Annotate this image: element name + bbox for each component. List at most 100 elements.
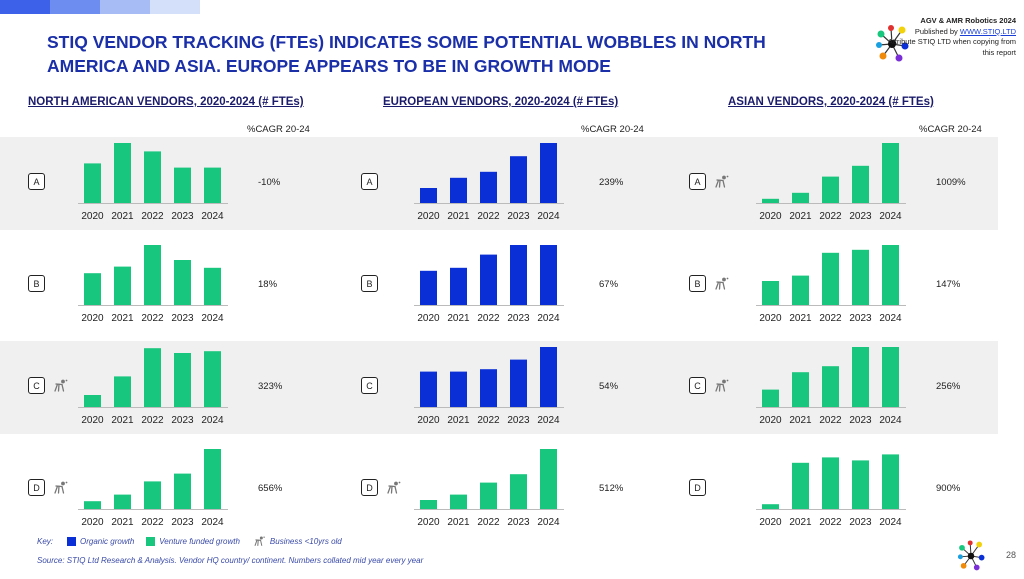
vendor-label-asia-d: D — [689, 479, 706, 496]
x-tick-label: 2021 — [789, 517, 812, 528]
cagr-value-europe-b: 67% — [599, 279, 619, 290]
cagr-value-north-america-b: 18% — [258, 279, 278, 290]
bar-2023 — [852, 249, 869, 305]
bar-2021 — [792, 372, 809, 407]
bar-chart-asia-b: 2020 2021 2022 2023 2024 — [756, 245, 906, 324]
bar-2021 — [450, 267, 467, 305]
vendor-label-north-america-d: D — [28, 479, 45, 496]
x-tick-label: 2023 — [849, 517, 872, 528]
bar-2024 — [882, 347, 899, 407]
bar-2021 — [114, 143, 131, 203]
x-tick-label: 2023 — [507, 415, 530, 426]
bar-2020 — [762, 504, 779, 509]
bar-2021 — [792, 462, 809, 509]
bar-2023 — [510, 245, 527, 305]
bar-2022 — [822, 366, 839, 407]
bar-2024 — [540, 347, 557, 407]
x-tick-label: 2023 — [849, 211, 872, 222]
x-tick-label: 2021 — [447, 517, 470, 528]
publisher-title: AGV & AMR Robotics 2024 — [920, 16, 1016, 25]
bar-chart-asia-c: 2020 2021 2022 2023 2024 — [756, 347, 906, 426]
vendor-label-europe-a: A — [361, 173, 378, 190]
x-tick-label: 2023 — [849, 313, 872, 324]
x-tick-label: 2024 — [537, 313, 560, 324]
x-tick-label: 2020 — [81, 313, 104, 324]
bar-2023 — [510, 359, 527, 407]
bar-2024 — [540, 245, 557, 305]
x-tick-label: 2021 — [789, 415, 812, 426]
cagr-value-europe-d: 512% — [599, 483, 624, 494]
x-tick-label: 2024 — [879, 415, 902, 426]
x-tick-label: 2023 — [171, 517, 194, 528]
bar-chart-north-america-b: 2020 2021 2022 2023 2024 — [78, 245, 228, 324]
bar-2024 — [204, 351, 221, 407]
legend-young-label: Business <10yrs old — [269, 537, 342, 546]
runner-icon — [54, 379, 68, 392]
x-tick-label: 2022 — [819, 211, 842, 222]
x-tick-label: 2024 — [879, 517, 902, 528]
bar-2020 — [420, 270, 437, 305]
published-by-label: Published by — [914, 26, 958, 36]
x-tick-label: 2022 — [477, 313, 500, 324]
published-by-line: Published by WWW.STIQ.LTD — [880, 27, 1016, 38]
x-tick-label: 2021 — [447, 415, 470, 426]
publisher-info: AGV & AMR Robotics 2024 Published by WWW… — [880, 16, 1016, 58]
x-tick-label: 2022 — [819, 313, 842, 324]
attribution-text: Attribute STIQ LTD when copying from thi… — [887, 37, 1016, 57]
strip-segment — [150, 0, 200, 14]
bar-2022 — [144, 348, 161, 407]
publisher-link[interactable]: WWW.STIQ.LTD — [959, 26, 1016, 36]
bar-2023 — [852, 460, 869, 509]
x-tick-label: 2022 — [477, 415, 500, 426]
bar-2022 — [480, 482, 497, 509]
bar-2020 — [420, 371, 437, 407]
stiq-logo-icon — [876, 25, 909, 62]
x-tick-label: 2024 — [879, 313, 902, 324]
runner-icon — [715, 379, 729, 392]
runner-icon — [715, 175, 729, 188]
runner-icon — [54, 481, 68, 494]
bar-2023 — [510, 156, 527, 203]
bar-2022 — [480, 254, 497, 305]
bar-chart-north-america-a: 2020 2021 2022 2023 2024 — [78, 143, 228, 222]
bar-2024 — [882, 245, 899, 305]
vendor-label-north-america-c: C — [28, 377, 45, 394]
legend-swatch-venture — [146, 537, 156, 546]
page-title: STIQ VENDOR TRACKING (FTEs) INDICATES SO… — [47, 32, 766, 76]
bar-chart-europe-c: 2020 2021 2022 2023 2024 — [414, 347, 564, 426]
runner-icon — [254, 536, 265, 546]
bar-2020 — [420, 500, 437, 509]
vendor-label-europe-c: C — [361, 377, 378, 394]
x-tick-label: 2020 — [417, 313, 440, 324]
vendor-label-asia-b: B — [689, 275, 706, 292]
bar-2023 — [852, 165, 869, 203]
x-tick-label: 2022 — [477, 517, 500, 528]
x-tick-label: 2021 — [447, 313, 470, 324]
x-tick-label: 2022 — [141, 211, 164, 222]
vendor-label-europe-b: B — [361, 275, 378, 292]
cagr-header-asia: %CAGR 20-24 — [919, 124, 982, 135]
bar-chart-north-america-c: 2020 2021 2022 2023 2024 — [78, 348, 228, 426]
bar-2021 — [792, 192, 809, 203]
legend-venture-label: Venture funded growth — [159, 537, 240, 546]
bar-chart-asia-d: 2020 2021 2022 2023 2024 — [756, 454, 906, 528]
bar-2020 — [84, 501, 101, 509]
bar-2023 — [174, 260, 191, 305]
legend-swatch-organic — [67, 537, 77, 546]
cagr-value-asia-c: 256% — [936, 381, 961, 392]
cagr-value-north-america-d: 656% — [258, 483, 283, 494]
x-tick-label: 2023 — [171, 313, 194, 324]
x-tick-label: 2020 — [759, 313, 782, 324]
bar-2022 — [822, 176, 839, 203]
x-tick-label: 2023 — [507, 211, 530, 222]
bar-2020 — [762, 389, 779, 407]
legend: Key: Organic growth Venture funded growt… — [37, 536, 342, 547]
bar-2020 — [762, 281, 779, 305]
x-tick-label: 2020 — [759, 517, 782, 528]
x-tick-label: 2024 — [201, 313, 224, 324]
bar-2022 — [144, 481, 161, 509]
x-tick-label: 2020 — [81, 211, 104, 222]
bar-2023 — [510, 474, 527, 509]
cagr-value-north-america-c: 323% — [258, 381, 283, 392]
bar-2023 — [174, 473, 191, 509]
